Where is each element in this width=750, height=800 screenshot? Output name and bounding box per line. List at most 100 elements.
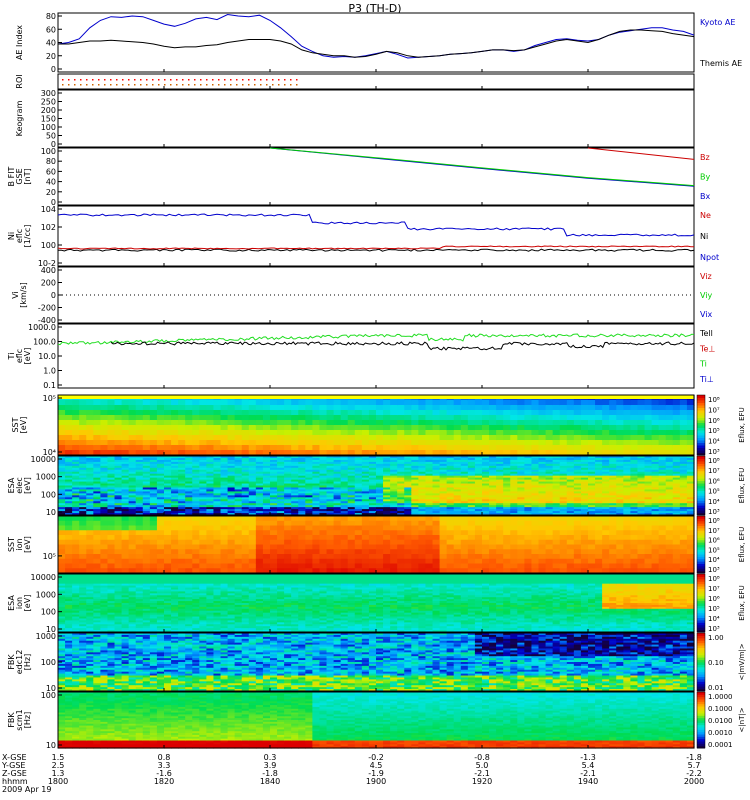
roi-mark bbox=[290, 79, 292, 81]
ytick-label: 100.0 bbox=[33, 338, 56, 347]
roi-mark bbox=[236, 79, 238, 81]
ylabel: ESA ion [eV] bbox=[7, 595, 32, 612]
ylabel-line: ion bbox=[15, 538, 24, 550]
ytick-label: 100 bbox=[41, 147, 56, 156]
legend-entry: Te⊥ bbox=[699, 344, 715, 353]
ylabel: Ti eflc [eV] bbox=[7, 348, 32, 365]
ytick-label: 20 bbox=[46, 188, 56, 197]
roi-mark bbox=[74, 79, 76, 81]
colorbar: 10³ 10⁴ 10⁵ 10⁶ 10⁷ 10⁸ Eflux, EFU bbox=[696, 394, 746, 456]
colorbar-tick: 10⁷ bbox=[708, 527, 720, 535]
footer-time: 1820 bbox=[154, 777, 174, 786]
roi-mark bbox=[62, 84, 64, 86]
roi-mark bbox=[176, 79, 178, 81]
plot-title: P3 (TH-D) bbox=[348, 2, 402, 15]
roi-mark bbox=[284, 84, 286, 86]
roi-mark bbox=[218, 84, 220, 86]
colorbar-label: <|nT|> bbox=[738, 707, 746, 732]
roi-mark bbox=[212, 79, 214, 81]
ylabel: Ni eflc [1/cc] bbox=[7, 225, 32, 248]
ylabel-line: ESA bbox=[7, 477, 16, 493]
ylabel-line: eflc bbox=[15, 349, 24, 363]
roi-mark bbox=[176, 84, 178, 86]
ylabel-line: [eV] bbox=[23, 477, 32, 494]
roi-mark bbox=[272, 79, 274, 81]
colorbar-tick: 10³ bbox=[708, 566, 720, 574]
colorbar-label: Eflux, EFU bbox=[738, 585, 746, 620]
ylabel-line: [km/s] bbox=[19, 282, 28, 308]
roi-mark bbox=[146, 84, 148, 86]
roi-mark bbox=[266, 79, 268, 81]
footer-time: 1800 bbox=[48, 777, 68, 786]
ytick-label: -400 bbox=[38, 316, 56, 325]
legend-entry: Ni bbox=[700, 232, 708, 241]
ylabel-line: GSE bbox=[15, 168, 24, 184]
ytick-label: 0 bbox=[51, 291, 56, 300]
ytick-label: 10-2 bbox=[38, 259, 56, 268]
ylabel-line: FBK bbox=[7, 712, 16, 728]
colorbar-label: Eflux, EFU bbox=[738, 468, 746, 503]
footer-y: 3.9 bbox=[264, 761, 277, 770]
roi-mark bbox=[296, 79, 298, 81]
roi-mark bbox=[254, 79, 256, 81]
ytick-label: -200 bbox=[38, 304, 56, 313]
ytick-label: 0 bbox=[51, 140, 56, 149]
roi-mark bbox=[260, 84, 262, 86]
footer-z: -1.8 bbox=[262, 769, 278, 778]
ytick-label: 10 bbox=[46, 741, 56, 750]
roi-mark bbox=[110, 79, 112, 81]
tell-trace bbox=[110, 341, 695, 351]
ylabel-line: SST bbox=[7, 537, 16, 552]
footer-x: 0.3 bbox=[264, 753, 277, 762]
colorbar-tick: 10⁸ bbox=[708, 457, 720, 465]
ylabel-line: FBK bbox=[7, 654, 16, 670]
ytick-label: 50 bbox=[46, 132, 56, 141]
ytick-label: 10⁵ bbox=[43, 552, 56, 561]
ylabel-line: ROI bbox=[15, 74, 24, 88]
roi-mark bbox=[104, 79, 106, 81]
footer-x: -1.3 bbox=[580, 753, 596, 762]
footer-time: 1920 bbox=[472, 777, 492, 786]
legend-entry: Bx bbox=[700, 192, 710, 201]
series-line bbox=[269, 147, 695, 187]
colorbar-tick: 0.10 bbox=[708, 659, 724, 667]
ylabel-line: elec bbox=[15, 477, 24, 493]
colorbar-label: Eflux, EFU bbox=[738, 407, 746, 442]
footer-row-label: Y-GSE bbox=[1, 761, 25, 770]
ylabel-line: SST bbox=[11, 417, 20, 432]
ylabel: ESA elec [eV] bbox=[7, 477, 32, 494]
ytick-label: 100 bbox=[41, 691, 56, 700]
ytick-label: 10.0 bbox=[38, 352, 56, 361]
roi-mark bbox=[272, 84, 274, 86]
footer-z: -1.9 bbox=[368, 769, 384, 778]
roi-mark bbox=[278, 84, 280, 86]
ytick-label: 1000 bbox=[36, 632, 56, 641]
panel-ae: 0 20 40 60 80 AE Index Kyoto AE Themis AE bbox=[15, 12, 742, 74]
ylabel-line: [eV] bbox=[23, 595, 32, 612]
footer-z: -1.6 bbox=[156, 769, 172, 778]
roi-mark bbox=[212, 84, 214, 86]
ylabel: FBK edc12 [Hz] bbox=[7, 650, 32, 675]
footer-z: -2.2 bbox=[686, 769, 702, 778]
colorbar: 10³ 10⁴ 10⁵ 10⁶ 10⁷ 10⁸ Eflux, EFU bbox=[696, 573, 746, 633]
colorbar-tick: 0.01 bbox=[708, 684, 724, 692]
colorbar-tick: 10⁷ bbox=[708, 585, 720, 593]
ytick-label: 200 bbox=[41, 106, 56, 115]
footer-y: 3.3 bbox=[158, 761, 171, 770]
ytick-label: 40 bbox=[46, 39, 56, 48]
ytick-label: 10⁴ bbox=[43, 448, 56, 457]
roi-mark bbox=[158, 79, 160, 81]
ylabel-line: ESA bbox=[7, 595, 16, 611]
colorbar-tick: 10⁵ bbox=[708, 427, 720, 435]
ylabel-line: [eV] bbox=[23, 536, 32, 553]
colorbar-label-text: <|nT|> bbox=[738, 707, 746, 732]
ytick-label: 250 bbox=[41, 98, 56, 107]
roi-mark bbox=[200, 79, 202, 81]
ylabel: SST ion [eV] bbox=[7, 536, 32, 553]
colorbar-tick: 1.00 bbox=[708, 634, 724, 642]
panel-frame bbox=[57, 323, 695, 389]
